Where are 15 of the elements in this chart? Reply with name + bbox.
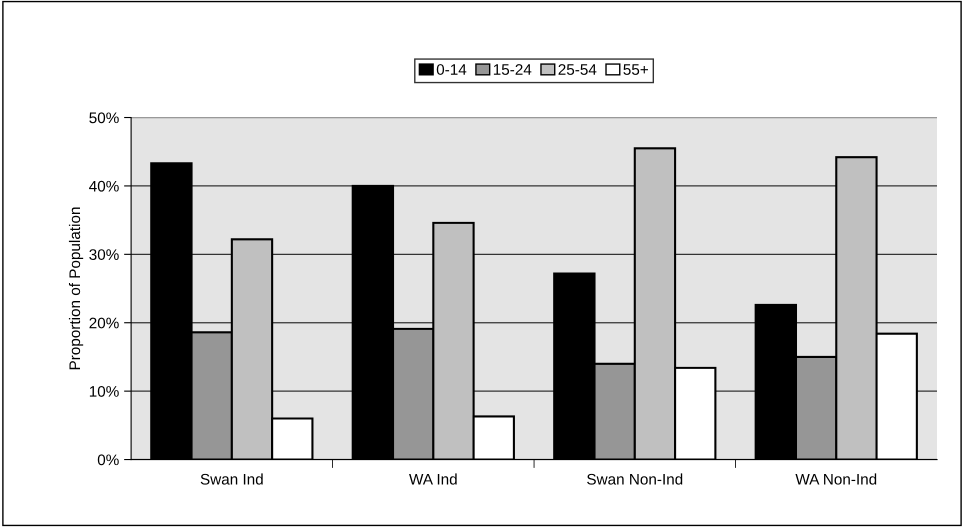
y-tick-label: 30% [89,249,119,260]
legend-label: 25-54 [558,64,596,75]
x-tick-label: WA Non-Ind [795,473,876,485]
y-tick-label: 0% [98,454,119,466]
x-tick-label: Swan Non-Ind [587,473,682,485]
y-tick-label: 50% [89,112,119,124]
x-tick-label: WA Ind [409,473,457,485]
y-axis-title: Proportion of Population [68,208,84,370]
legend-label: 0-14 [436,64,466,75]
y-tick-label: 40% [89,180,119,192]
x-tick-label: Swan Ind [200,473,263,485]
legend-label: 55+ [623,64,648,75]
y-tick-label: 10% [90,386,119,397]
y-tick-label: 20% [89,318,119,328]
legend-label: 15-24 [494,64,532,75]
